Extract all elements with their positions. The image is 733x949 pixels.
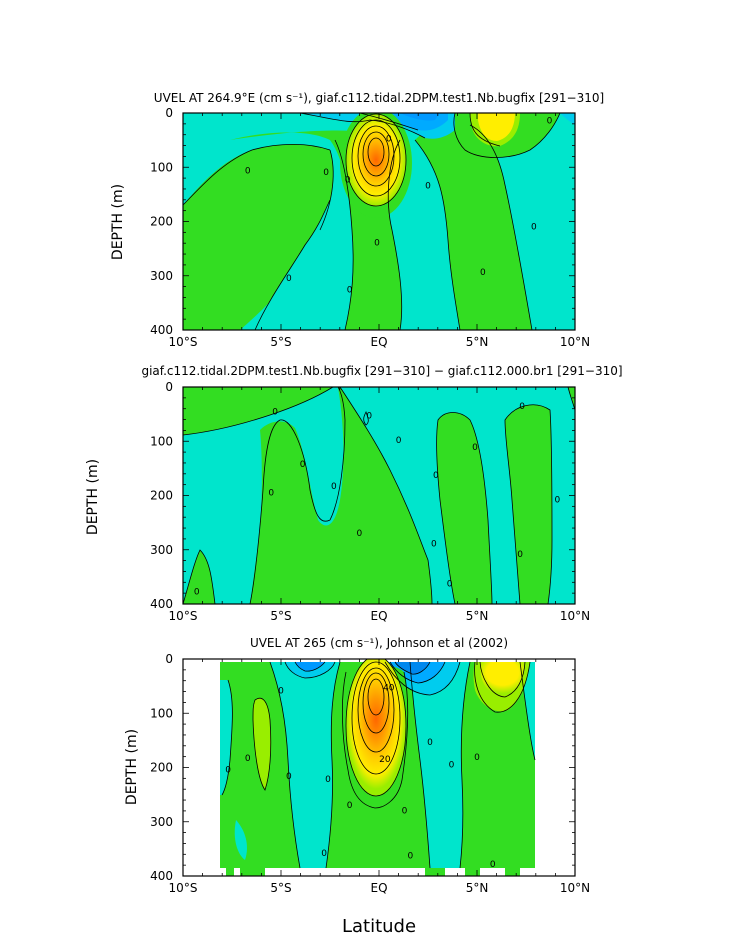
panel-3: 0 0 0 0 0 0 0 0 0 0 0 0 0 20 40 UVEL AT 265 (cm s⁻¹), …	[124, 636, 590, 937]
x-tick-label: EQ	[370, 881, 387, 895]
y-tick-label: 400	[150, 869, 173, 883]
contour-label: 0	[517, 550, 523, 560]
panel-1-y-axis-label: DEPTH (m)	[110, 184, 126, 260]
y-tick-label: 400	[150, 323, 173, 337]
panel-2-ticks: 10°S 5°S EQ 5°N 10°N 0 100 200 300 400	[150, 380, 590, 623]
y-tick-label: 200	[150, 215, 173, 229]
panel-3-contour-labels: 0 0 0 0 0 0 0 0 0 0 0 0 0 20 40	[225, 684, 496, 870]
contour-label: 0	[325, 775, 331, 785]
contour-label: 0	[347, 801, 353, 811]
contour-label: 0	[331, 482, 337, 492]
contour-label: 0	[480, 268, 486, 278]
contour-label: 0	[431, 540, 437, 550]
contour-label: 0	[366, 412, 372, 422]
panel-3-y-axis-label: DEPTH (m)	[124, 729, 140, 805]
contour-label: 0	[554, 495, 560, 505]
panel-2-y-axis-label: DEPTH (m)	[85, 459, 101, 535]
contour-label: 0	[531, 222, 537, 232]
contour-label: 0	[300, 460, 306, 470]
contour-label: 40	[383, 684, 395, 694]
x-tick-label: EQ	[370, 335, 387, 349]
x-tick-label: 10°S	[169, 335, 198, 349]
y-tick-label: 0	[165, 380, 173, 394]
panel-2-contour-lines	[183, 387, 575, 604]
panel-2: 0 0 0 0 0 0 0 0 0 0 0 0 0 0 0 giaf.c112.tidal.2DPM.tes…	[85, 364, 623, 623]
y-tick-label: 200	[150, 489, 173, 503]
contour-label: 0	[272, 407, 278, 417]
panel-3-contour-lines	[221, 659, 536, 869]
contour-label: 0	[449, 761, 455, 771]
panel-3-title: UVEL AT 265 (cm s⁻¹), Johnson et al (200…	[250, 636, 508, 650]
contour-label: 0	[447, 579, 453, 589]
panel-2-contour-fill	[183, 387, 575, 604]
contour-label: 0	[194, 587, 200, 597]
contour-label: 0	[396, 436, 402, 446]
contour-label: 0	[268, 489, 274, 499]
y-tick-label: 200	[150, 761, 173, 775]
x-axis-label: Latitude	[342, 916, 416, 937]
contour-label: 0	[472, 443, 478, 453]
contour-label: 0	[278, 686, 284, 696]
contour-label: 0	[425, 182, 431, 192]
panel-1-contour-lines	[183, 113, 561, 330]
y-tick-label: 400	[150, 597, 173, 611]
x-tick-label: 5°N	[466, 609, 489, 623]
contour-label: 0	[386, 134, 392, 144]
x-tick-label: 5°S	[270, 609, 291, 623]
contour-label: 0	[321, 849, 327, 859]
contour-label: 0	[286, 274, 292, 284]
panel-2-contour-labels: 0 0 0 0 0 0 0 0 0 0 0 0 0 0 0	[194, 402, 561, 598]
x-tick-label: 10°S	[169, 609, 198, 623]
contour-label: 0	[519, 402, 525, 412]
panel-1-contour-labels: 0 0 0 0 0 0 0 0 0 0 0	[245, 117, 553, 296]
contour-label: 0	[245, 166, 251, 176]
x-tick-label: 10°S	[169, 881, 198, 895]
contour-label: 0	[547, 117, 553, 127]
y-tick-label: 300	[150, 815, 173, 829]
panel-1: 0 0 0 0 0 0 0 0 0 0 0 UVEL AT 264.9°E (cm s⁻¹), gi…	[110, 91, 604, 349]
x-tick-label: 5°N	[466, 881, 489, 895]
x-tick-label: 10°N	[560, 609, 590, 623]
x-tick-label: 10°N	[560, 335, 590, 349]
y-tick-label: 300	[150, 543, 173, 557]
contour-label: 0	[347, 285, 353, 295]
contour-label: 0	[407, 851, 413, 861]
x-tick-label: 5°N	[466, 335, 489, 349]
y-tick-label: 100	[150, 706, 173, 720]
contour-label: 0	[357, 529, 363, 539]
panel-2-title: giaf.c112.tidal.2DPM.test1.Nb.bugfix [29…	[141, 364, 622, 378]
contour-label: 0	[225, 766, 231, 776]
y-tick-label: 300	[150, 269, 173, 283]
contour-label: 0	[474, 753, 480, 763]
y-tick-label: 100	[150, 434, 173, 448]
contour-label: 0	[245, 754, 251, 764]
contour-label: 0	[345, 176, 351, 186]
y-tick-label: 0	[165, 106, 173, 120]
y-tick-label: 0	[165, 652, 173, 666]
contour-label: 0	[402, 806, 408, 816]
panel-1-ticks: 10°S 5°S EQ 5°N 10°N 0 100 200 300 400	[150, 106, 590, 349]
panel-1-contour-fill	[183, 113, 575, 330]
x-tick-label: 5°S	[270, 881, 291, 895]
contour-label: 0	[490, 860, 496, 870]
x-tick-label: 5°S	[270, 335, 291, 349]
panel-1-title: UVEL AT 264.9°E (cm s⁻¹), giaf.c112.tida…	[154, 91, 604, 105]
contour-label: 0	[286, 772, 292, 782]
x-tick-label: 10°N	[560, 881, 590, 895]
contour-label: 0	[433, 471, 439, 481]
contour-label: 20	[379, 755, 391, 765]
contour-label: 0	[374, 239, 380, 249]
x-tick-label: EQ	[370, 609, 387, 623]
y-tick-label: 100	[150, 160, 173, 174]
contour-label: 0	[323, 168, 329, 178]
contour-label: 0	[427, 738, 433, 748]
